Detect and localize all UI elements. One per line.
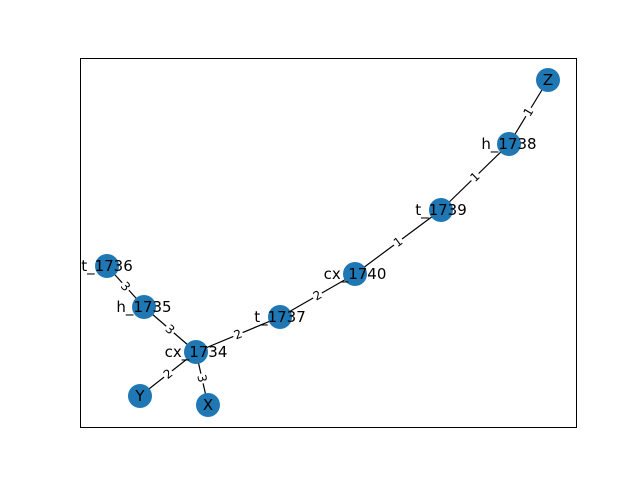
edge-label-group: 2	[309, 286, 326, 305]
node-label-Z: Z	[543, 71, 553, 89]
node-cx_1740	[343, 262, 367, 286]
node-cx_1734	[184, 340, 208, 364]
node-X	[196, 393, 220, 417]
node-label-h_1738: h_1738	[481, 135, 536, 154]
node-label-t_1736: t_1736	[81, 257, 133, 276]
edge-label-background	[389, 233, 407, 251]
edge-label-background	[159, 365, 177, 383]
edge-label-group: 2	[159, 365, 177, 383]
node-t_1737	[268, 305, 292, 329]
edge-label-background	[161, 320, 179, 339]
node-h_1735	[132, 295, 156, 319]
edge-label-background	[309, 286, 326, 305]
edge-label-group: 2	[230, 326, 246, 343]
node-label-h_1735: h_1735	[116, 298, 171, 317]
node-t_1739	[429, 198, 453, 222]
node-h_1738	[497, 132, 521, 156]
node-label-Y: Y	[134, 387, 145, 405]
node-label-t_1737: t_1737	[254, 308, 306, 327]
edge-label: 3	[194, 373, 209, 384]
edge-label-background	[230, 326, 246, 343]
node-label-t_1739: t_1739	[415, 201, 467, 220]
node-label-cx_1740: cx_1740	[324, 265, 387, 284]
plot-frame	[80, 58, 577, 428]
node-label-cx_1734: cx_1734	[165, 343, 228, 362]
node-Z	[536, 68, 560, 92]
edge-label-group: 3	[161, 320, 179, 339]
node-label-X: X	[203, 396, 213, 414]
edge-label-background	[194, 372, 210, 385]
edge-label-group: 1	[519, 104, 538, 120]
node-labels-layer: Zh_1738 t_1739 cx_1740 t_1737 cx_1734 h_1735 t…	[81, 71, 553, 414]
nodes-layer	[95, 68, 560, 417]
edge-label-background	[466, 168, 484, 186]
edge-label-group: 1	[389, 233, 407, 251]
edge-label-background	[116, 278, 135, 295]
node-Y	[128, 384, 152, 408]
edge-label-group: 3	[194, 372, 210, 385]
edge-label-background	[519, 104, 538, 120]
node-t_1736	[95, 254, 119, 278]
